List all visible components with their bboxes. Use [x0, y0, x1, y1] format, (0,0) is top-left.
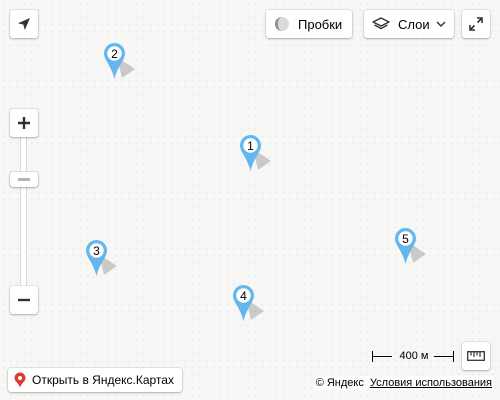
marker-pin-icon: [233, 285, 264, 321]
layers-icon: [372, 16, 390, 32]
traffic-label: Пробки: [298, 16, 343, 32]
marker-label: 3: [93, 244, 100, 258]
zoom-slider-handle[interactable]: [10, 172, 38, 187]
terms-link[interactable]: Условия использования: [369, 377, 492, 389]
copyright-owner: © Яндекс: [315, 377, 364, 389]
zoom-in-button[interactable]: [10, 109, 38, 137]
map-marker[interactable]: 1: [239, 134, 275, 174]
ruler-button[interactable]: [462, 342, 490, 370]
marker-pin-icon: [104, 43, 135, 79]
layers-label: Слои: [398, 16, 430, 32]
ruler-icon: [467, 351, 485, 361]
map-marker[interactable]: 3: [85, 239, 121, 279]
marker-pin-icon: [395, 228, 426, 264]
map-marker[interactable]: 5: [394, 227, 430, 267]
layers-button[interactable]: Слои: [364, 10, 454, 38]
traffic-light-icon: [274, 16, 290, 32]
grip-icon: [18, 178, 30, 181]
marker-label: 2: [111, 47, 118, 61]
scale-label: 400 м: [399, 350, 429, 362]
marker-label: 4: [240, 289, 247, 303]
chevron-down-icon: [436, 21, 446, 28]
map-pin-icon: [14, 372, 26, 388]
map-marker[interactable]: 4: [232, 284, 268, 324]
copyright: © Яндекс Условия использования: [313, 376, 494, 390]
traffic-button[interactable]: Пробки: [266, 10, 353, 38]
open-in-maps-label: Открыть в Яндекс.Картах: [32, 373, 174, 387]
zoom-out-button[interactable]: [10, 286, 38, 314]
minus-icon: [18, 298, 30, 302]
navigation-arrow-icon: [18, 18, 30, 30]
scale-bar: 400 м: [372, 349, 454, 363]
geolocation-button[interactable]: [10, 10, 38, 38]
fullscreen-button[interactable]: [462, 10, 490, 38]
expand-icon: [469, 17, 483, 31]
marker-pin-icon: [240, 135, 271, 171]
marker-pin-icon: [86, 240, 117, 276]
zoom-track[interactable]: [21, 136, 26, 286]
marker-label: 5: [402, 232, 409, 246]
marker-label: 1: [247, 139, 254, 153]
map-marker[interactable]: 2: [103, 42, 139, 82]
plus-icon: [18, 117, 30, 129]
open-in-yandex-maps-button[interactable]: Открыть в Яндекс.Картах: [8, 368, 182, 392]
